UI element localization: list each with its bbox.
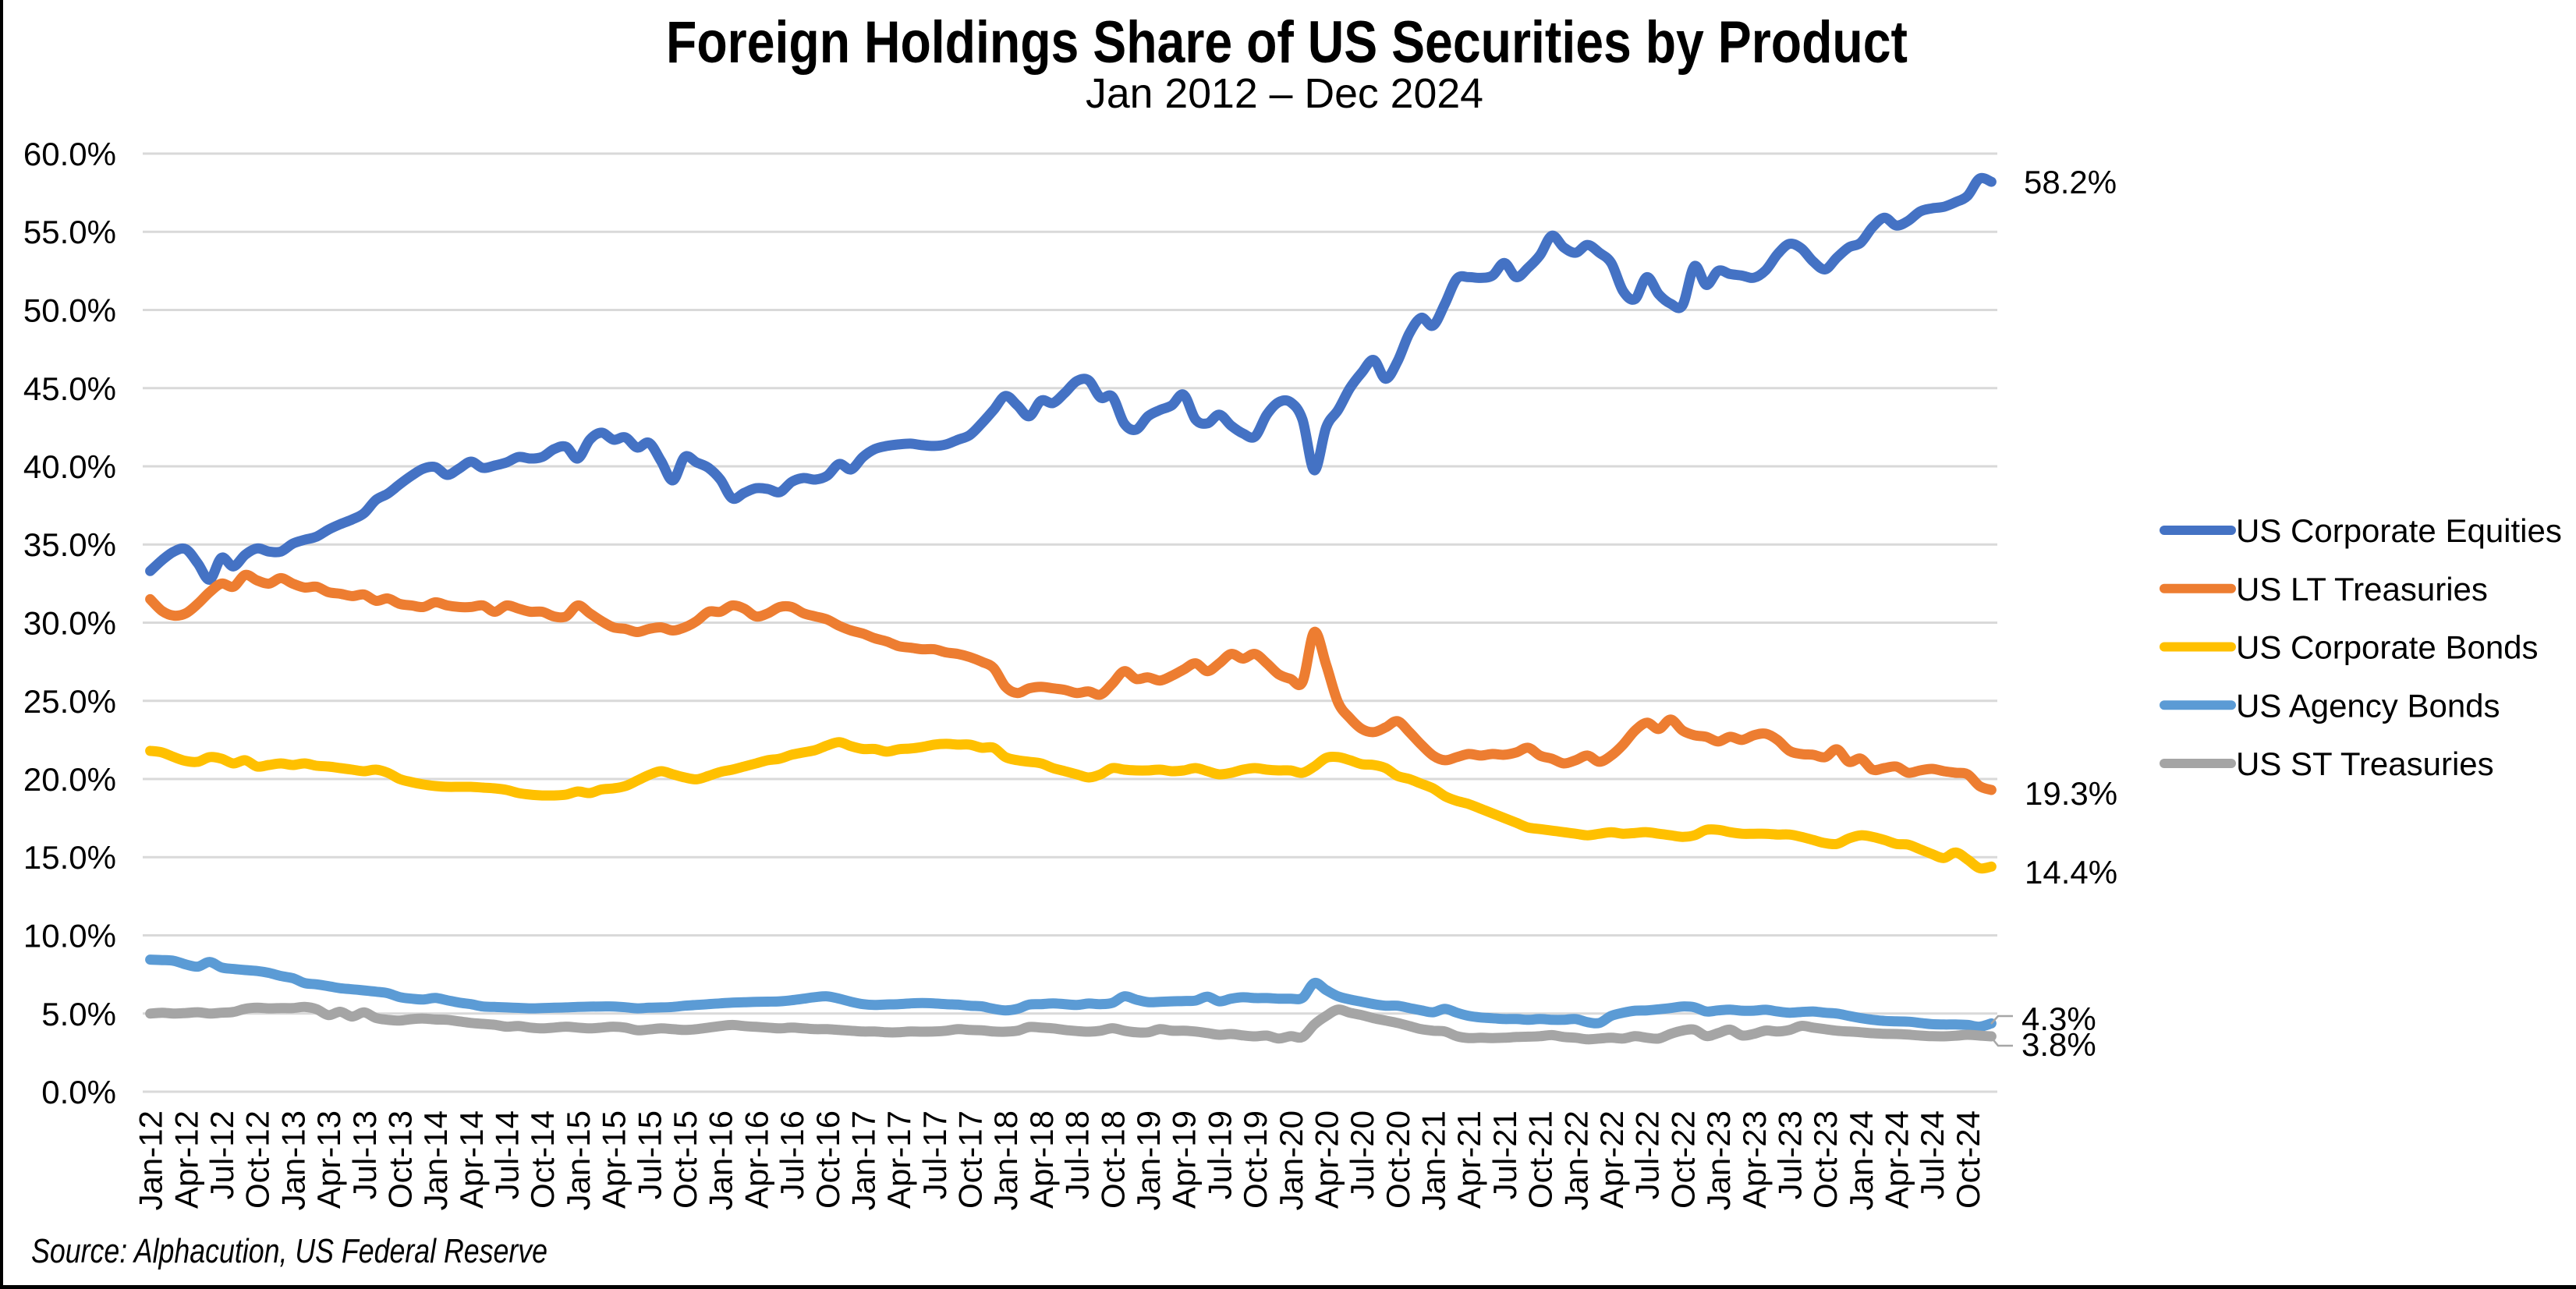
svg-text:Apr-12: Apr-12 — [168, 1110, 204, 1209]
svg-text:Jan-18: Jan-18 — [987, 1110, 1024, 1210]
svg-text:Source: Alphacution, US Federa: Source: Alphacution, US Federal Reserve — [31, 1232, 547, 1270]
svg-text:Oct-12: Oct-12 — [239, 1110, 276, 1209]
svg-text:Oct-23: Oct-23 — [1807, 1110, 1844, 1209]
svg-text:Oct-20: Oct-20 — [1380, 1110, 1416, 1209]
svg-text:35.0%: 35.0% — [23, 526, 116, 563]
svg-text:US Agency Bonds: US Agency Bonds — [2236, 687, 2500, 724]
svg-text:Apr-16: Apr-16 — [738, 1110, 774, 1209]
svg-text:US ST Treasuries: US ST Treasuries — [2236, 745, 2494, 782]
svg-text:Jul-16: Jul-16 — [774, 1110, 810, 1199]
svg-text:60.0%: 60.0% — [23, 136, 116, 172]
svg-text:Apr-19: Apr-19 — [1166, 1110, 1203, 1209]
svg-text:Jan-13: Jan-13 — [275, 1110, 311, 1210]
svg-text:19.3%: 19.3% — [2025, 775, 2117, 812]
svg-text:Apr-17: Apr-17 — [881, 1110, 917, 1209]
svg-text:Oct-16: Oct-16 — [810, 1110, 846, 1209]
svg-text:Oct-17: Oct-17 — [952, 1110, 989, 1209]
svg-text:58.2%: 58.2% — [2024, 164, 2117, 200]
svg-text:Jul-21: Jul-21 — [1486, 1110, 1523, 1199]
svg-text:Jul-14: Jul-14 — [489, 1110, 526, 1199]
svg-text:5.0%: 5.0% — [41, 996, 116, 1032]
svg-text:Jan-21: Jan-21 — [1416, 1110, 1452, 1210]
svg-text:US Corporate Bonds: US Corporate Bonds — [2236, 629, 2539, 666]
svg-text:Oct-14: Oct-14 — [524, 1110, 561, 1209]
svg-text:Apr-24: Apr-24 — [1879, 1110, 1915, 1209]
svg-text:3.8%: 3.8% — [2021, 1026, 2096, 1063]
svg-text:Jan-19: Jan-19 — [1130, 1110, 1167, 1210]
svg-text:Jan-15: Jan-15 — [560, 1110, 597, 1210]
svg-text:55.0%: 55.0% — [23, 214, 116, 250]
svg-text:Jul-20: Jul-20 — [1344, 1110, 1380, 1199]
svg-text:25.0%: 25.0% — [23, 683, 116, 720]
svg-text:Jul-23: Jul-23 — [1772, 1110, 1809, 1199]
svg-text:Apr-18: Apr-18 — [1023, 1110, 1060, 1209]
svg-text:Oct-18: Oct-18 — [1094, 1110, 1131, 1209]
svg-text:Jul-22: Jul-22 — [1629, 1110, 1666, 1199]
svg-text:US Corporate Equities: US Corporate Equities — [2236, 512, 2562, 549]
svg-text:Oct-13: Oct-13 — [382, 1110, 419, 1209]
svg-text:14.4%: 14.4% — [2025, 854, 2117, 891]
svg-text:Jan-12: Jan-12 — [133, 1110, 169, 1210]
svg-text:Jul-19: Jul-19 — [1201, 1110, 1238, 1199]
svg-text:Jul-12: Jul-12 — [204, 1110, 240, 1199]
svg-text:20.0%: 20.0% — [23, 761, 116, 798]
svg-text:10.0%: 10.0% — [23, 918, 116, 954]
svg-text:45.0%: 45.0% — [23, 370, 116, 407]
svg-text:Jul-24: Jul-24 — [1914, 1110, 1951, 1199]
svg-text:Jan 2012 – Dec 2024: Jan 2012 – Dec 2024 — [1086, 70, 1483, 117]
svg-text:30.0%: 30.0% — [23, 605, 116, 642]
svg-text:Apr-21: Apr-21 — [1451, 1110, 1487, 1209]
svg-text:Jan-24: Jan-24 — [1843, 1110, 1880, 1210]
svg-text:US LT Treasuries: US LT Treasuries — [2236, 571, 2488, 607]
svg-text:Jul-15: Jul-15 — [631, 1110, 668, 1199]
svg-text:Oct-24: Oct-24 — [1950, 1110, 1986, 1209]
svg-text:Oct-22: Oct-22 — [1664, 1110, 1701, 1209]
svg-text:Jan-22: Jan-22 — [1557, 1110, 1594, 1210]
svg-text:Apr-13: Apr-13 — [310, 1110, 347, 1209]
svg-text:Apr-23: Apr-23 — [1736, 1110, 1773, 1209]
svg-text:Apr-20: Apr-20 — [1309, 1110, 1345, 1209]
svg-text:Oct-21: Oct-21 — [1522, 1110, 1559, 1209]
svg-text:Foreign Holdings Share of US S: Foreign Holdings Share of US Securities … — [666, 9, 1908, 76]
svg-text:Oct-15: Oct-15 — [667, 1110, 703, 1209]
svg-text:0.0%: 0.0% — [41, 1074, 116, 1110]
svg-text:4.3%: 4.3% — [2021, 1000, 2096, 1037]
svg-text:Jul-17: Jul-17 — [916, 1110, 953, 1199]
svg-text:Jan-16: Jan-16 — [703, 1110, 739, 1210]
svg-text:40.0%: 40.0% — [23, 448, 116, 485]
svg-text:Jan-14: Jan-14 — [417, 1110, 454, 1210]
svg-text:Apr-15: Apr-15 — [596, 1110, 632, 1209]
svg-text:Jan-17: Jan-17 — [845, 1110, 882, 1210]
svg-text:Oct-19: Oct-19 — [1237, 1110, 1274, 1209]
svg-text:Apr-14: Apr-14 — [453, 1110, 490, 1209]
svg-text:50.0%: 50.0% — [23, 292, 116, 329]
svg-text:Jul-18: Jul-18 — [1059, 1110, 1096, 1199]
svg-text:15.0%: 15.0% — [23, 839, 116, 876]
svg-text:Jul-13: Jul-13 — [346, 1110, 383, 1199]
svg-text:Apr-22: Apr-22 — [1593, 1110, 1630, 1209]
svg-text:Jan-23: Jan-23 — [1700, 1110, 1737, 1210]
svg-text:Jan-20: Jan-20 — [1273, 1110, 1309, 1210]
